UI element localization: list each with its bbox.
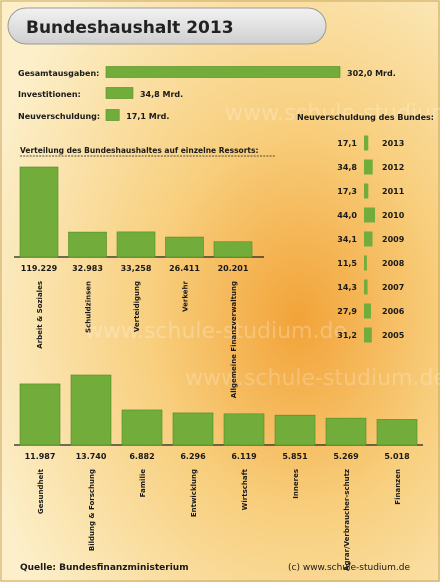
watermark-text: www.schule-studium.de bbox=[185, 366, 440, 391]
debt-year-label: 2006 bbox=[382, 307, 405, 316]
source-text: Quelle: Bundesfinanzministerium bbox=[20, 563, 189, 573]
ressort-category-label: Entwicklung bbox=[190, 469, 198, 517]
debt-year-label: 2009 bbox=[382, 235, 405, 244]
ressort-bar bbox=[68, 231, 107, 258]
ressort-bar bbox=[165, 236, 204, 258]
ressort-value-label: 6.296 bbox=[180, 452, 206, 461]
ressort-category-label: Schuldzinsen bbox=[85, 281, 93, 333]
debt-bar bbox=[364, 303, 371, 319]
ressort-bar bbox=[223, 413, 265, 446]
debt-value-label: 27,9 bbox=[337, 307, 357, 316]
debt-bar bbox=[364, 135, 369, 151]
ressort-bar bbox=[19, 166, 59, 258]
summary-value-label: 17,1 Mrd. bbox=[126, 112, 169, 121]
debt-value-label: 11,5 bbox=[337, 259, 357, 268]
debt-value-label: 34,8 bbox=[337, 163, 357, 172]
page-title: Bundeshaushalt 2013 bbox=[26, 18, 234, 38]
ressort-value-label: 119.229 bbox=[21, 264, 58, 273]
ressort-category-label: Wirtschaft bbox=[241, 468, 249, 510]
summary-category-label: Investitionen: bbox=[18, 90, 81, 99]
debt-value-label: 14,3 bbox=[337, 283, 357, 292]
copyright-text: (c) www.schule-studium.de bbox=[288, 563, 410, 573]
ressort-category-label: Allgemeine Finanzverwaltung bbox=[230, 281, 238, 398]
debt-value-label: 31,2 bbox=[337, 331, 357, 340]
debt-bar bbox=[364, 279, 368, 295]
summary-bar bbox=[105, 87, 134, 99]
ressort-category-label: Agrar/Verbraucher-schutz bbox=[343, 469, 351, 571]
debt-value-label: 17,1 bbox=[337, 139, 357, 148]
debt-year-label: 2005 bbox=[382, 331, 405, 340]
watermark-text: www.schule-studium.de bbox=[225, 101, 440, 126]
debt-year-label: 2012 bbox=[382, 163, 404, 172]
ressort-category-label: Arbeit & Soziales bbox=[36, 281, 44, 349]
debt-chart-title: Neuverschuldung des Bundes: bbox=[297, 113, 434, 122]
ressort-value-label: 5.851 bbox=[282, 452, 308, 461]
ressort-category-label: Inneres bbox=[292, 469, 300, 499]
header-banner bbox=[7, 7, 327, 45]
ressort-category-label: Familie bbox=[139, 469, 147, 498]
debt-year-label: 2008 bbox=[382, 259, 405, 268]
ressort-bar bbox=[213, 241, 253, 258]
debt-value-label: 17,3 bbox=[337, 187, 357, 196]
ressort-value-label: 33,258 bbox=[121, 264, 152, 273]
ressort-value-label: 32.983 bbox=[72, 264, 103, 273]
ressort-bar bbox=[376, 419, 418, 446]
summary-value-label: 302,0 Mrd. bbox=[347, 69, 396, 78]
debt-bar bbox=[364, 159, 373, 175]
ressort-value-label: 6.119 bbox=[231, 452, 257, 461]
debt-year-label: 2011 bbox=[382, 187, 405, 196]
ressort-bar bbox=[325, 417, 367, 446]
ressort-category-label: Verkehr bbox=[182, 280, 190, 311]
debt-year-label: 2007 bbox=[382, 283, 404, 292]
debt-value-label: 44,0 bbox=[337, 211, 357, 220]
ressort-value-label: 26.411 bbox=[169, 264, 200, 273]
debt-bar bbox=[364, 207, 375, 223]
ressort-value-label: 6.882 bbox=[129, 452, 154, 461]
ressort-bar bbox=[116, 231, 156, 258]
ressort-category-label: Gesundheit bbox=[37, 468, 45, 514]
debt-bar bbox=[364, 183, 369, 199]
debt-year-label: 2013 bbox=[382, 139, 404, 148]
ressorts-top-bar-chart: Verteilung des Bundeshaushaltes auf einz… bbox=[14, 146, 275, 398]
debt-year-label: 2010 bbox=[382, 211, 405, 220]
debt-bar bbox=[364, 327, 372, 343]
summary-bar bbox=[105, 66, 341, 78]
ressort-category-label: Finanzen bbox=[394, 469, 402, 505]
ressort-category-label: Verteidigung bbox=[133, 281, 141, 332]
ressort-value-label: 5.269 bbox=[333, 452, 359, 461]
ressort-bar bbox=[274, 414, 316, 446]
ressort-value-label: 11.987 bbox=[25, 452, 56, 461]
debt-bar bbox=[364, 231, 373, 247]
ressort-bar bbox=[70, 374, 112, 446]
ressort-value-label: 5.018 bbox=[384, 452, 410, 461]
debt-value-label: 34,1 bbox=[337, 235, 357, 244]
ressorts-chart-title: Verteilung des Bundeshaushaltes auf einz… bbox=[20, 146, 258, 155]
summary-value-label: 34,8 Mrd. bbox=[140, 90, 183, 99]
ressort-bar bbox=[121, 409, 163, 446]
ressorts-bottom-bar-chart: 11.987 Gesundheit 13.740 Bildung & Forschun… bbox=[14, 374, 423, 571]
ressort-value-label: 13.740 bbox=[76, 452, 107, 461]
ressort-value-label: 20.201 bbox=[218, 264, 249, 273]
summary-category-label: Neuverschuldung: bbox=[18, 112, 100, 121]
ressort-category-label: Bildung & Forschung bbox=[88, 469, 96, 551]
summary-category-label: Gesamtausgaben: bbox=[18, 69, 99, 78]
debt-bar bbox=[364, 255, 367, 271]
ressort-bar bbox=[172, 412, 214, 446]
neuverschuldung-bar-chart: Neuverschuldung des Bundes: 17,1 2013 34,8 2… bbox=[297, 113, 434, 343]
summary-bar-chart: Gesamtausgaben: 302,0 Mrd. Investitionen: 3… bbox=[18, 66, 396, 121]
watermark-text: www.schule-studium.de bbox=[85, 319, 347, 344]
ressort-bar bbox=[19, 383, 61, 446]
summary-bar bbox=[105, 109, 120, 121]
